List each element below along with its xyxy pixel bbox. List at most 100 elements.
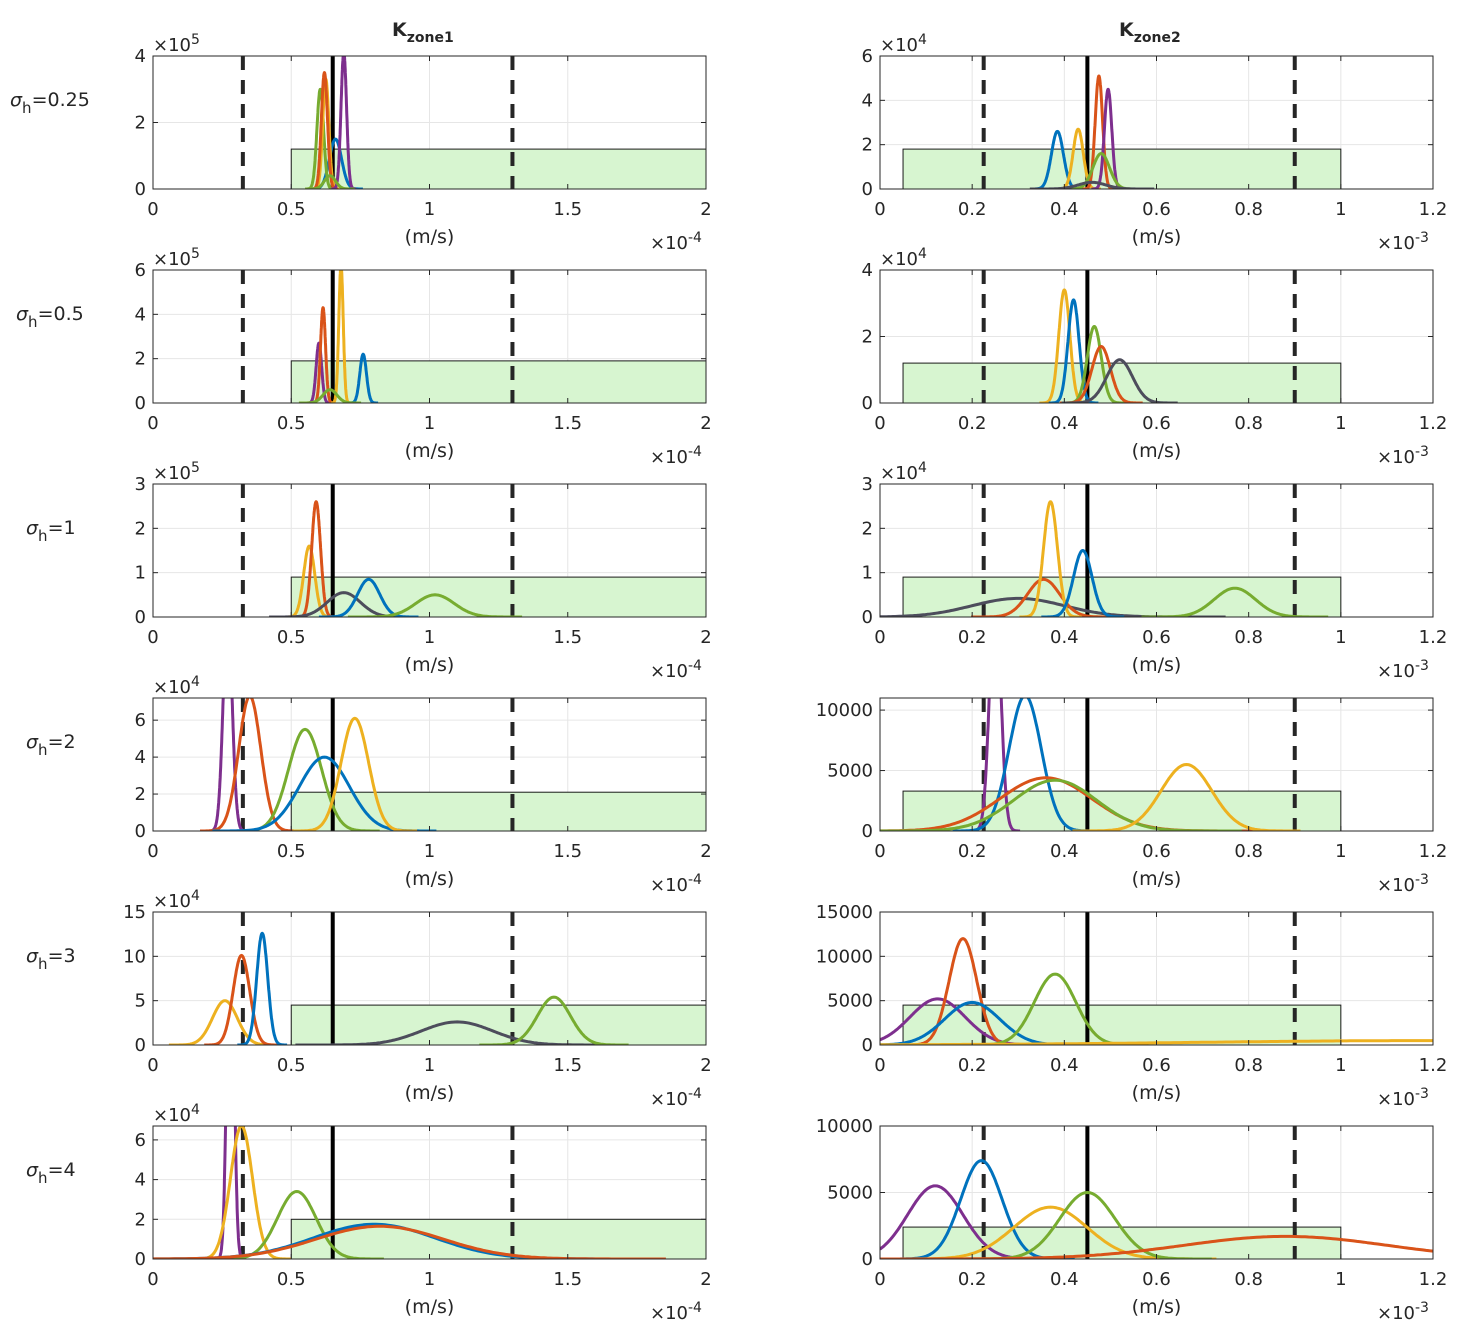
y-tick-label: 4 xyxy=(135,46,146,67)
x-axis-label: (m/s) xyxy=(405,440,455,462)
x-exponent: ×10-4 xyxy=(650,658,702,682)
x-tick-label: 2 xyxy=(700,1269,711,1290)
y-tick-label: 10000 xyxy=(816,946,873,967)
y-tick-label: 5000 xyxy=(827,1183,873,1204)
plot-content xyxy=(240,484,706,617)
x-axis-label: (m/s) xyxy=(1132,1296,1182,1318)
y-tick-label: 6 xyxy=(862,46,873,67)
plot-content xyxy=(153,1126,706,1259)
x-tick-label: 1 xyxy=(424,1055,435,1076)
column-title-zone1: Kzone1 xyxy=(392,19,454,46)
y-tick-label: 6 xyxy=(135,260,146,281)
x-exponent: ×10-4 xyxy=(650,230,702,254)
svg-text:σh=1: σh=1 xyxy=(26,517,76,545)
prior-box xyxy=(290,791,706,831)
panel-r1-c1: 0 0.2 0.4 0.6 0.8 1 1.2 0 2 4 ×104 ×10-3 (m/s) xyxy=(862,246,1448,468)
y-tick-label: 5 xyxy=(135,991,146,1012)
x-tick-label: 0.2 xyxy=(958,627,987,648)
plot-content xyxy=(240,56,706,189)
x-axis-label: (m/s) xyxy=(1132,1082,1182,1104)
svg-text:Kzone2: Kzone2 xyxy=(1119,19,1181,46)
panel-r5-c0: 0 0.5 1 1.5 2 0 2 4 6 ×104 ×10-4 (m/s) xyxy=(135,1102,712,1324)
panel-r1-c0: 0 0.5 1 1.5 2 0 2 4 6 ×105 ×10-4 (m/s) xyxy=(135,246,712,468)
x-tick-label: 1.2 xyxy=(1419,1055,1448,1076)
x-tick-label: 0.6 xyxy=(1142,413,1171,434)
x-tick-label: 1.2 xyxy=(1419,413,1448,434)
y-tick-label: 2 xyxy=(135,349,146,370)
x-tick-label: 0.8 xyxy=(1234,627,1263,648)
x-tick-label: 0.4 xyxy=(1050,413,1079,434)
prior-box xyxy=(290,148,706,189)
x-tick-label: 1.5 xyxy=(553,1269,582,1290)
x-tick-label: 0.5 xyxy=(277,199,306,220)
x-tick-label: 0 xyxy=(147,1269,158,1290)
panel-r3-c0: 0 0.5 1 1.5 2 0 2 4 6 ×104 ×10-4 (m/s) xyxy=(135,674,712,896)
y-tick-label: 0 xyxy=(135,607,146,628)
x-tick-label: 1 xyxy=(1335,199,1346,220)
y-tick-label: 6 xyxy=(135,710,146,731)
x-tick-label: 0 xyxy=(874,1055,885,1076)
x-tick-label: 0.4 xyxy=(1050,841,1079,862)
y-tick-label: 2 xyxy=(135,518,146,539)
x-tick-label: 0 xyxy=(874,841,885,862)
x-tick-label: 0.8 xyxy=(1234,1055,1263,1076)
x-tick-label: 0.5 xyxy=(277,627,306,648)
y-tick-label: 0 xyxy=(862,179,873,200)
y-tick-label: 4 xyxy=(862,260,873,281)
x-axis-label: (m/s) xyxy=(405,654,455,676)
x-tick-label: 1.2 xyxy=(1419,199,1448,220)
x-tick-label: 2 xyxy=(700,413,711,434)
panel-r2-c0: 0 0.5 1 1.5 2 0 1 2 3 ×105 ×10-4 (m/s) xyxy=(135,460,712,682)
posterior-curve-s3 xyxy=(1081,74,1117,189)
posterior-curve-s4 xyxy=(1040,549,1126,617)
y-tick-label: 15000 xyxy=(816,902,873,923)
posterior-curve-s3 xyxy=(1018,500,1083,617)
plot-content xyxy=(880,1126,1433,1259)
x-tick-label: 0.5 xyxy=(277,1269,306,1290)
x-exponent: ×10-4 xyxy=(650,444,702,468)
posterior-curve-s5 xyxy=(330,56,358,189)
y-exponent: ×104 xyxy=(880,32,927,56)
x-tick-label: 0.5 xyxy=(277,413,306,434)
y-tick-label: 0 xyxy=(135,1249,146,1270)
y-tick-label: 0 xyxy=(862,1249,873,1270)
svg-text:σh=2: σh=2 xyxy=(26,731,76,759)
y-tick-label: 3 xyxy=(862,474,873,495)
y-tick-label: 4 xyxy=(135,747,146,768)
x-tick-label: 0 xyxy=(147,199,158,220)
panel-r4-c1: 0 0.2 0.4 0.6 0.8 1 1.2 0 5000 10000 15000 ×10-3 (m/… xyxy=(816,902,1448,1110)
x-tick-label: 2 xyxy=(700,841,711,862)
prior-box xyxy=(902,1004,1342,1045)
y-tick-label: 6 xyxy=(135,1130,146,1151)
row-label-3: σh=2 xyxy=(26,731,76,759)
x-tick-label: 1 xyxy=(424,841,435,862)
y-tick-label: 15 xyxy=(123,902,146,923)
x-tick-label: 0.6 xyxy=(1142,1055,1171,1076)
prior-box xyxy=(902,576,1342,617)
y-tick-label: 10 xyxy=(123,946,146,967)
y-tick-label: 2 xyxy=(862,135,873,156)
posterior-curve-s2 xyxy=(1047,298,1100,403)
x-axis-label: (m/s) xyxy=(405,1296,455,1318)
y-tick-label: 5000 xyxy=(827,761,873,782)
x-tick-label: 0 xyxy=(874,199,885,220)
panel-r5-c1: 0 0.2 0.4 0.6 0.8 1 1.2 0 5000 10000 ×10-3 (m/s) xyxy=(816,1116,1448,1324)
x-tick-label: 0.6 xyxy=(1142,199,1171,220)
x-tick-label: 1 xyxy=(424,627,435,648)
x-tick-label: 1.2 xyxy=(1419,627,1448,648)
panels: 0 0.5 1 1.5 2 0 2 4 ×105 ×10-4 (m/s) 0 0.2 0.4 0.6 0.8 1… xyxy=(123,32,1447,1324)
x-tick-label: 1 xyxy=(1335,841,1346,862)
x-tick-label: 1.5 xyxy=(553,627,582,648)
x-tick-label: 0.6 xyxy=(1142,1269,1171,1290)
column-title-zone2: Kzone2 xyxy=(1119,19,1181,46)
posterior-curve-s3 xyxy=(209,1190,385,1259)
x-tick-label: 0.5 xyxy=(277,841,306,862)
x-exponent: ×10-3 xyxy=(1377,872,1429,896)
x-tick-label: 1.5 xyxy=(553,841,582,862)
x-axis-label: (m/s) xyxy=(1132,226,1182,248)
y-tick-label: 2 xyxy=(135,784,146,805)
y-tick-label: 1 xyxy=(135,563,146,584)
x-tick-label: 0.5 xyxy=(277,1055,306,1076)
y-tick-label: 1 xyxy=(862,563,873,584)
x-tick-label: 1.2 xyxy=(1419,1269,1448,1290)
